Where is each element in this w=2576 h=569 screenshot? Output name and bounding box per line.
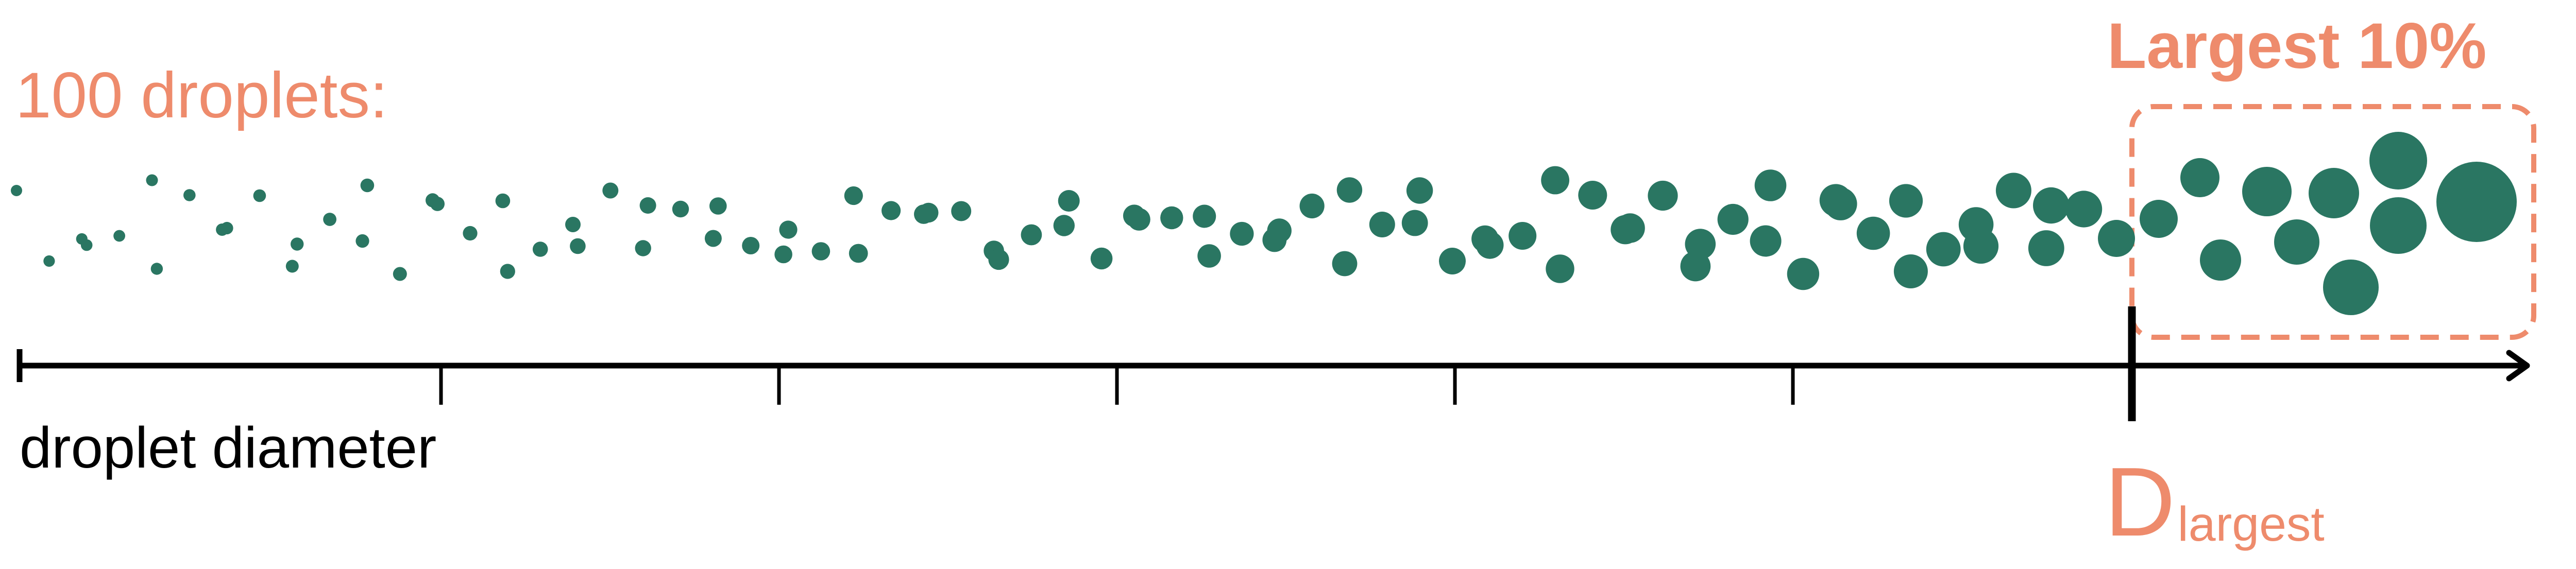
droplet <box>1369 212 1395 237</box>
droplet <box>1578 181 1607 210</box>
droplet <box>500 264 515 279</box>
large-droplet <box>2369 132 2427 189</box>
threshold-label: D largest <box>2105 447 2325 557</box>
droplet <box>779 220 798 239</box>
droplet <box>704 230 722 247</box>
droplet <box>2065 191 2103 228</box>
droplet <box>221 221 233 235</box>
threshold-label-subscript: largest <box>2178 497 2325 551</box>
droplet <box>1406 177 1433 204</box>
droplet <box>1717 203 1749 235</box>
droplet <box>1648 180 1678 211</box>
droplet <box>323 213 336 226</box>
droplet <box>1299 193 1325 219</box>
droplet <box>430 197 445 211</box>
droplet <box>1053 215 1075 236</box>
droplet <box>709 197 727 215</box>
droplet <box>1893 254 1928 288</box>
droplet <box>1615 213 1645 243</box>
droplet <box>80 239 93 251</box>
droplet <box>291 237 304 251</box>
droplet <box>1197 244 1221 268</box>
droplet <box>495 193 511 209</box>
droplet <box>1230 221 1254 246</box>
threshold-label-main: D <box>2105 447 2175 557</box>
droplet <box>393 267 407 281</box>
droplet <box>565 217 581 232</box>
droplet <box>1750 225 1782 257</box>
droplet <box>919 202 939 223</box>
droplet <box>1787 257 1820 290</box>
droplet <box>532 242 548 257</box>
droplet <box>988 249 1009 270</box>
droplet <box>811 242 831 261</box>
droplet <box>1824 187 1857 220</box>
droplet <box>1685 229 1716 260</box>
droplet <box>150 263 163 275</box>
droplet <box>1754 169 1787 201</box>
droplet <box>639 197 656 214</box>
droplet <box>1856 216 1890 250</box>
large-droplet <box>2274 219 2319 265</box>
droplet <box>672 200 689 218</box>
droplet <box>1439 248 1466 274</box>
droplet <box>849 244 868 263</box>
droplet <box>1058 190 1080 212</box>
droplet <box>146 174 158 186</box>
droplet <box>882 201 901 220</box>
droplet <box>774 245 792 264</box>
large-droplet <box>2180 158 2219 197</box>
droplet <box>1889 184 1923 218</box>
axis-arrow-head <box>2506 350 2530 382</box>
droplet <box>253 189 266 202</box>
droplet <box>183 189 196 201</box>
droplet <box>742 237 760 254</box>
droplet <box>602 182 619 199</box>
droplet <box>951 201 972 221</box>
droplet <box>1332 251 1358 277</box>
droplet <box>1090 247 1113 270</box>
droplet <box>113 230 126 242</box>
droplet <box>1476 231 1504 259</box>
droplet <box>1128 208 1150 231</box>
title-label: 100 droplets: <box>15 60 388 131</box>
droplet <box>2033 187 2070 224</box>
droplet <box>1401 210 1428 236</box>
large-droplet <box>2309 168 2359 218</box>
droplet <box>635 240 651 256</box>
droplet <box>355 234 369 248</box>
highlight-label: Largest 10% <box>2107 10 2486 82</box>
highlight-box <box>2129 104 2536 340</box>
large-droplet <box>2140 200 2178 238</box>
droplet <box>360 178 375 193</box>
droplet-group <box>11 132 2517 315</box>
droplet <box>1021 224 1042 246</box>
large-droplet <box>2370 197 2427 254</box>
large-droplet <box>2323 260 2379 315</box>
droplet <box>1995 173 2031 209</box>
droplet <box>1546 254 1574 283</box>
large-droplet <box>2436 162 2517 242</box>
droplet <box>2098 220 2135 257</box>
droplet <box>463 226 478 241</box>
droplet <box>1926 232 1961 267</box>
large-droplet <box>2242 167 2292 216</box>
droplet <box>570 238 586 254</box>
droplet <box>1193 204 1216 228</box>
droplet <box>1963 228 1999 264</box>
axis-label: droplet diameter <box>20 416 436 480</box>
droplet <box>1509 222 1537 250</box>
droplet <box>1541 166 1570 195</box>
droplet <box>11 185 22 196</box>
droplet <box>1160 206 1183 230</box>
droplet <box>2028 230 2064 266</box>
large-droplet <box>2200 239 2241 281</box>
droplet <box>1267 218 1292 243</box>
droplet <box>285 260 299 273</box>
droplet <box>844 186 863 205</box>
droplet <box>43 255 55 267</box>
droplet <box>1336 177 1363 203</box>
